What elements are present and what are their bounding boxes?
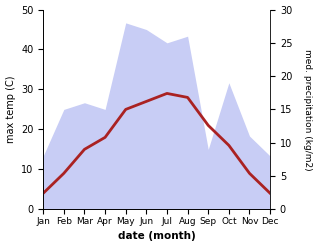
- X-axis label: date (month): date (month): [118, 231, 196, 242]
- Y-axis label: max temp (C): max temp (C): [5, 76, 16, 143]
- Y-axis label: med. precipitation (kg/m2): med. precipitation (kg/m2): [303, 49, 313, 170]
